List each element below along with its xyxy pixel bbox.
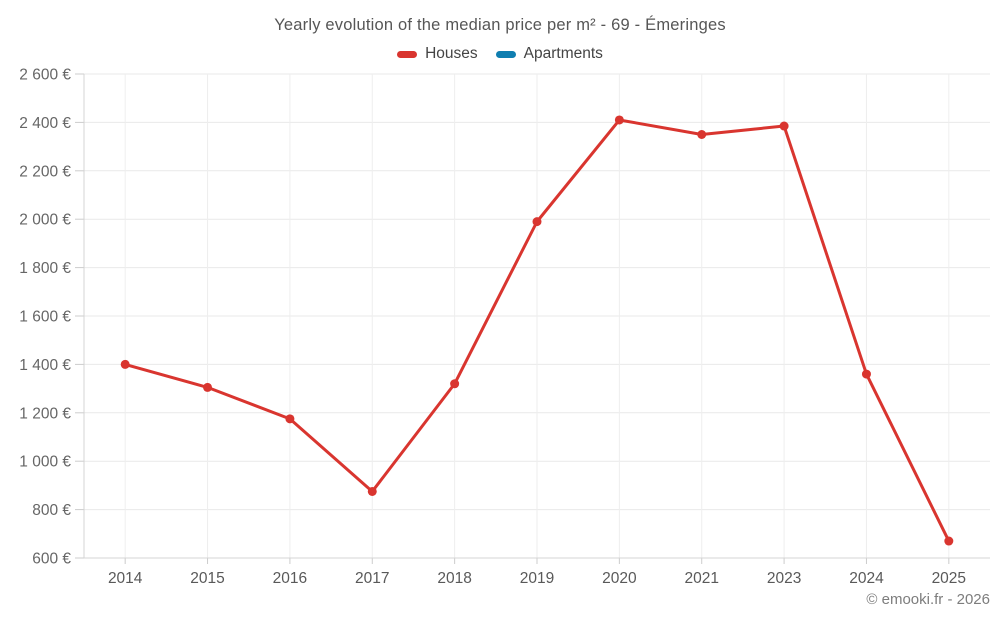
legend-item-houses[interactable]: Houses xyxy=(397,45,478,63)
data-point-houses-2024[interactable] xyxy=(861,369,871,379)
data-point-houses-2025[interactable] xyxy=(944,536,954,546)
data-point-houses-2020[interactable] xyxy=(614,115,624,125)
y-tick-label: 800 € xyxy=(32,502,71,519)
houses-series-swatch-icon xyxy=(397,50,418,58)
x-tick-label: 2019 xyxy=(520,570,554,587)
y-tick-label: 2 000 € xyxy=(19,212,71,229)
apartments-series-swatch-icon xyxy=(495,50,516,58)
data-point-houses-2016[interactable] xyxy=(285,414,295,424)
y-tick-label: 2 600 € xyxy=(19,67,71,84)
x-tick-label: 2016 xyxy=(273,570,307,587)
x-tick-label: 2015 xyxy=(190,570,224,587)
data-point-houses-2021[interactable] xyxy=(697,130,707,139)
data-point-houses-2015[interactable] xyxy=(203,382,213,392)
y-tick-label: 1 200 € xyxy=(19,405,71,422)
data-point-houses-2017[interactable] xyxy=(367,486,377,496)
y-tick-label: 2 400 € xyxy=(19,115,71,132)
legend-label-apartments: Apartments xyxy=(523,45,603,62)
legend-item-apartments[interactable]: Apartments xyxy=(495,45,603,63)
copyright-text: © emooki.fr - 2026 xyxy=(866,591,990,608)
legend-label-houses: Houses xyxy=(425,45,478,62)
x-tick-label: 2017 xyxy=(355,570,389,587)
data-point-houses-2019[interactable] xyxy=(532,217,542,227)
y-tick-label: 1 800 € xyxy=(19,260,71,277)
x-tick-label: 2024 xyxy=(849,570,884,587)
y-tick-label: 1 400 € xyxy=(19,357,71,374)
y-tick-label: 1 600 € xyxy=(19,309,71,326)
data-point-houses-2014[interactable] xyxy=(120,359,130,369)
x-tick-label: 2021 xyxy=(684,570,718,587)
chart-title: Yearly evolution of the median price per… xyxy=(274,16,726,34)
x-tick-label: 2020 xyxy=(602,570,637,587)
data-point-houses-2023[interactable] xyxy=(779,121,789,131)
x-tick-label: 2023 xyxy=(767,570,801,587)
legend: Houses Apartments xyxy=(0,45,1000,63)
x-tick-label: 2025 xyxy=(932,570,966,587)
y-tick-label: 1 000 € xyxy=(19,454,71,471)
x-tick-label: 2018 xyxy=(437,570,471,587)
data-point-houses-2018[interactable] xyxy=(450,379,460,389)
y-tick-label: 2 200 € xyxy=(19,163,71,180)
x-tick-label: 2014 xyxy=(108,570,143,587)
y-tick-label: 600 € xyxy=(32,551,71,568)
